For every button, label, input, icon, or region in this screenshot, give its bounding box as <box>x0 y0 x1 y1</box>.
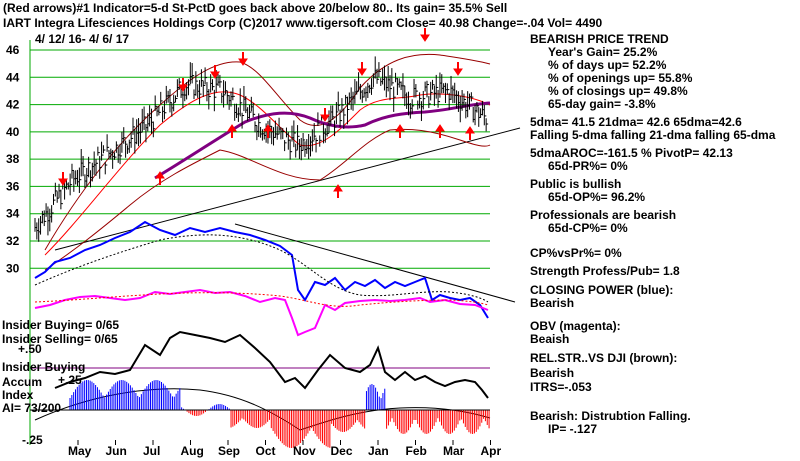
obv-label: OBV (magenta): <box>530 319 621 333</box>
obv-value: Beaish <box>530 332 569 346</box>
obv-ma-line <box>34 292 489 307</box>
support-trendline <box>54 127 521 251</box>
ai-value: AI= 73/200 <box>2 401 61 415</box>
ma65-line <box>154 101 491 180</box>
price-tick-label: 30 <box>6 261 20 275</box>
buy-arrow-head <box>395 124 405 132</box>
pr65: 65d-PR%= 0% <box>548 159 628 173</box>
trend-title: BEARISH PRICE TREND <box>530 32 669 46</box>
sell-arrow-head <box>357 68 367 76</box>
years-gain: Year's Gain= 25.2% <box>548 45 658 59</box>
days-up: % of days up= 52.2% <box>548 58 667 72</box>
month-tick-label: Oct <box>256 444 276 458</box>
closings-up: % of closings up= 49.8% <box>548 84 688 98</box>
month-axis: May Jun Jul Aug Sep Oct Nov Dec Jan Feb Mar Apr <box>68 440 501 458</box>
day65-gain: 65-day gain= -3.8% <box>548 97 656 111</box>
obv-line <box>34 288 489 337</box>
itrs-value: ITRS=-.053 <box>530 380 592 394</box>
price-tick-label: 42 <box>6 98 20 112</box>
price-tick-label: 44 <box>6 70 20 84</box>
closing-power-trendline <box>234 223 516 303</box>
month-tick-label: Jun <box>106 444 127 458</box>
insider-selling-count: Insider Selling= 0/65 <box>2 332 118 346</box>
buy-arrow-head <box>465 126 475 134</box>
closing-power-value: Bearish <box>530 296 574 310</box>
insider-buying-label: Insider Buying <box>2 360 85 374</box>
grid-lines <box>29 40 490 445</box>
sell-arrow-head <box>453 68 463 76</box>
accum-index-line <box>54 330 489 399</box>
buy-arrow-head <box>155 171 165 179</box>
red-arrows <box>58 28 475 198</box>
month-tick-label: Apr <box>481 444 502 458</box>
price-tick-label: 34 <box>6 207 20 221</box>
aroc-pivot: 5dmaAROC=-161.5 % PivotP= 42.13 <box>530 146 733 160</box>
month-tick-label: Sep <box>218 444 240 458</box>
sell-arrow-head <box>420 34 430 42</box>
op65: 65d-OP%= 96.2% <box>548 190 645 204</box>
accum-label: Accum <box>2 375 42 389</box>
right-panel: BEARISH PRICE TREND Year's Gain= 25.2% %… <box>530 32 776 436</box>
price-tick-label: 46 <box>6 43 20 57</box>
price-tick-label: 32 <box>6 234 20 248</box>
buy-arrow-head <box>227 124 237 132</box>
relative-strength-line <box>34 234 489 303</box>
month-tick-label: Jul <box>143 444 160 458</box>
dma-trend: Falling 5-dma falling 21-dma falling 65-… <box>530 128 776 142</box>
relstr-label: REL.STR..VS DJI (brown): <box>530 351 677 365</box>
price-bars <box>34 56 489 242</box>
month-tick-label: Nov <box>293 444 316 458</box>
professionals-status: Professionals are bearish <box>530 208 676 222</box>
price-tick-label: 38 <box>6 152 20 166</box>
sell-arrow-head <box>178 84 188 92</box>
plus50-label: +.50 <box>18 342 42 356</box>
relstr-value: Bearish <box>530 366 574 380</box>
sell-arrow-head <box>320 114 330 122</box>
dma-values: 5dma= 41.5 21dma= 42.6 65dma=42.6 <box>530 115 742 129</box>
left-panel: Insider Buying= 0/65 Insider Selling= 0/… <box>2 318 119 447</box>
cp65: 65d-CP%= 0% <box>548 221 628 235</box>
month-tick-label: Jan <box>368 444 389 458</box>
ip-value: IP= -.127 <box>548 422 597 436</box>
date-range: 4/ 12/ 16- 4/ 6/ 17 <box>35 32 129 46</box>
buy-arrow-head <box>333 184 343 192</box>
sell-arrow-head <box>210 71 220 79</box>
month-tick-label: Mar <box>443 444 465 458</box>
month-tick-label: Dec <box>331 444 353 458</box>
price-tick-label: 36 <box>6 179 20 193</box>
insider-buying-count: Insider Buying= 0/65 <box>2 318 119 332</box>
buy-arrow-head <box>435 124 445 132</box>
index-label: Index <box>2 388 34 402</box>
month-tick-label: Aug <box>181 444 204 458</box>
month-tick-label: May <box>68 444 92 458</box>
plus25-label: +.25 <box>58 373 82 387</box>
sell-arrow-head <box>238 58 248 66</box>
cpvspr: CP%vsPr%= 0% <box>530 246 622 260</box>
closing-power-label: CLOSING POWER (blue): <box>530 283 673 297</box>
public-status: Public is bullish <box>530 177 621 191</box>
sell-arrow-head <box>58 178 68 186</box>
month-tick-label: Feb <box>406 444 427 458</box>
bearish-distribution: Bearish: Distrubtion Falling. <box>530 409 691 423</box>
stock-title: IART Integra Lifesciences Holdings Corp … <box>3 16 603 30</box>
price-axis: 46 44 42 40 38 36 34 32 30 <box>6 43 20 275</box>
minus25-label: -.25 <box>22 433 43 447</box>
closing-power-line <box>34 220 489 319</box>
strength: Strength Profess/Pub= 1.8 <box>530 264 680 278</box>
buy-arrow-head <box>263 124 273 132</box>
openings-up: % of openings up= 55.8% <box>548 71 693 85</box>
lower-band <box>44 128 491 271</box>
indicator-header: (Red arrows)#1 Indicator=5-d St-PctD goe… <box>3 1 507 15</box>
accum-histogram <box>69 380 490 448</box>
price-tick-label: 40 <box>6 125 20 139</box>
